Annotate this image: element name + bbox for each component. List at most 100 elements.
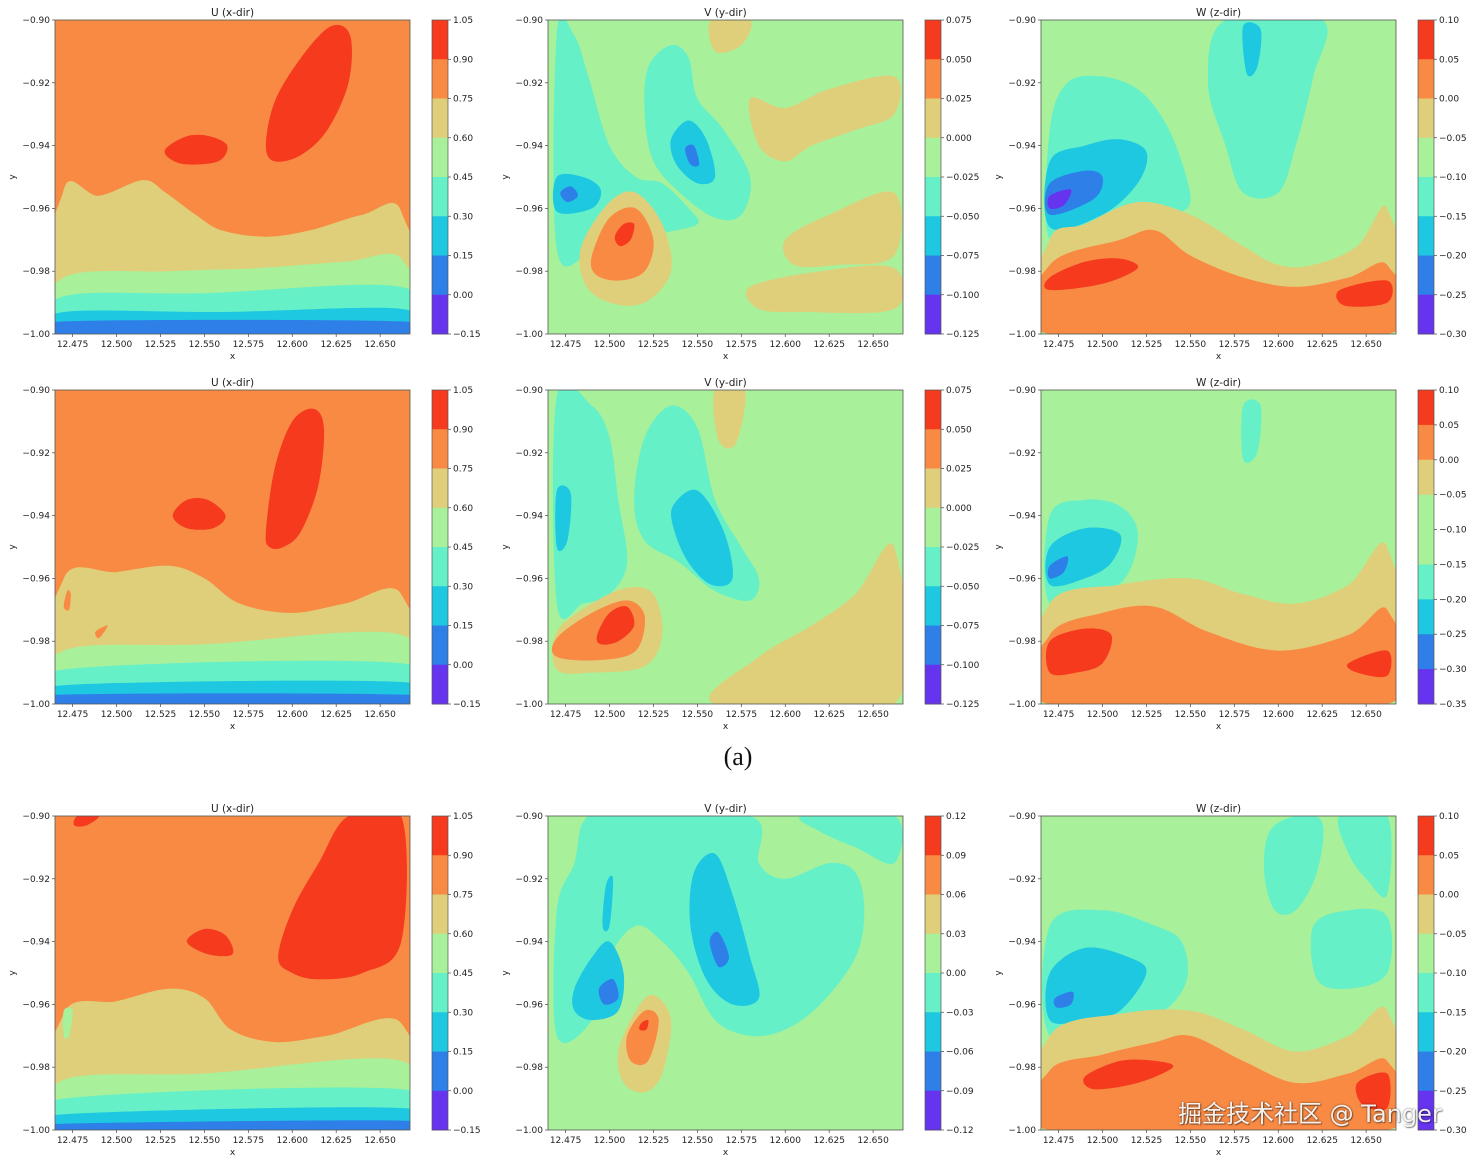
- y-tick-label: −0.94: [1008, 938, 1036, 948]
- colorbar-band: [925, 137, 941, 178]
- colorbar-band: [1418, 424, 1434, 461]
- y-tick-label: −1.00: [22, 1126, 50, 1136]
- y-tick-label: −0.96: [22, 204, 50, 214]
- contour-region: [172, 497, 226, 530]
- colorbar-tick-label: 0.050: [946, 425, 972, 435]
- colorbar-tick-label: −0.10: [1439, 526, 1467, 536]
- plot-frame: [54, 19, 411, 335]
- y-tick-label: −0.94: [1008, 142, 1036, 152]
- colorbar-tick-label: 0.00: [453, 661, 473, 671]
- contour-region: [748, 75, 901, 162]
- colorbar-band: [925, 1090, 941, 1131]
- colorbar-tick-label: −0.15: [1439, 1008, 1467, 1018]
- x-tick-label: 12.625: [320, 340, 352, 350]
- x-tick-label: 12.575: [233, 1136, 265, 1146]
- x-tick-label: 12.475: [57, 1136, 89, 1146]
- colorbar-tick-label: 0.10: [1439, 812, 1459, 822]
- colorbar-band: [432, 1012, 448, 1052]
- contour-region: [1041, 1035, 1396, 1130]
- contour-region: [278, 816, 407, 980]
- x-axis-label: x: [723, 722, 729, 732]
- colorbar-band: [1418, 599, 1434, 635]
- x-axis-label: x: [230, 722, 236, 732]
- x-tick-label: 12.575: [1219, 1136, 1251, 1146]
- contour-regions: [1041, 20, 1396, 334]
- contour-region: [1337, 816, 1392, 898]
- contour-region: [745, 265, 903, 314]
- colorbar-band: [432, 1090, 448, 1131]
- colorbar-band: [1418, 1090, 1434, 1131]
- panel-title: W (z-dir): [1196, 377, 1241, 389]
- x-tick-label: 12.600: [770, 340, 802, 350]
- x-tick-label: 12.525: [638, 1136, 670, 1146]
- x-axis-label: x: [230, 352, 236, 362]
- contour-region: [95, 625, 108, 639]
- colorbar-tick-label: −0.125: [946, 700, 979, 710]
- y-axis-label: y: [994, 544, 1004, 550]
- x-tick-label: 12.625: [813, 1136, 845, 1146]
- colorbar-band: [925, 177, 941, 217]
- x-tick-label: 12.525: [1131, 1136, 1163, 1146]
- y-tick-label: −0.98: [515, 1063, 543, 1073]
- y-tick-label: −0.98: [22, 1063, 50, 1073]
- contour-region: [1047, 556, 1069, 579]
- x-tick-label: 12.525: [638, 340, 670, 350]
- y-tick-label: −0.92: [1008, 875, 1036, 885]
- colorbar-band: [432, 625, 448, 666]
- colorbar-band: [432, 973, 448, 1013]
- x-tick-label: 12.600: [770, 1136, 802, 1146]
- x-tick-label: 12.525: [145, 340, 177, 350]
- colorbar-band: [1418, 564, 1434, 600]
- contour-region: [1355, 1072, 1391, 1111]
- x-tick-label: 12.500: [1087, 1136, 1119, 1146]
- colorbar-tick-label: 0.15: [453, 622, 473, 632]
- contour-region: [1045, 527, 1122, 587]
- y-tick-label: −1.00: [1008, 330, 1036, 340]
- plot-frame: [547, 815, 904, 1131]
- colorbar-tick-label: 0.90: [453, 425, 473, 435]
- panel-title: U (x-dir): [211, 7, 254, 19]
- x-tick-label: 12.475: [550, 1136, 582, 1146]
- contour-region: [265, 24, 352, 162]
- colorbar-tick-label: 0.90: [453, 55, 473, 65]
- y-axis-label: y: [994, 174, 1004, 180]
- colorbar-tick-label: 0.000: [946, 504, 972, 514]
- x-axis-label: x: [1216, 352, 1222, 362]
- colorbar-band: [432, 137, 448, 178]
- colorbar-tick-label: 0.75: [453, 891, 473, 901]
- colorbar-tick-label: 0.00: [453, 1087, 473, 1097]
- colorbar-band: [1418, 529, 1434, 565]
- y-tick-label: −0.92: [22, 875, 50, 885]
- colorbar-band: [432, 855, 448, 895]
- colorbar-band: [1418, 669, 1434, 705]
- y-tick-label: −0.94: [22, 938, 50, 948]
- contour-region: [1263, 816, 1324, 915]
- colorbar-band: [925, 216, 941, 256]
- colorbar-band: [925, 664, 941, 705]
- y-axis-label: y: [8, 174, 18, 180]
- colorbar-band: [925, 294, 941, 335]
- contour-regions: [55, 816, 410, 1130]
- colorbar-tick-label: −0.25: [1439, 1087, 1467, 1097]
- x-tick-label: 12.575: [1219, 710, 1251, 720]
- colorbar-band: [1418, 855, 1434, 895]
- colorbar-band: [432, 507, 448, 548]
- colorbar-band: [1418, 1051, 1434, 1092]
- colorbar-band: [1418, 933, 1434, 974]
- colorbar-tick-label: 0.75: [453, 95, 473, 105]
- colorbar-tick-label: 0.09: [946, 851, 966, 861]
- contour-regions: [552, 20, 903, 314]
- contour-panel-8: V (y-dir) 12.475 12.500 12.525 12.550 12.575 1…: [501, 803, 974, 1158]
- x-tick-label: 12.525: [1131, 710, 1163, 720]
- colorbar-tick-label: 1.05: [453, 812, 473, 822]
- plot-frame: [1040, 389, 1397, 705]
- contour-region: [614, 222, 635, 247]
- x-tick-label: 12.625: [1306, 340, 1338, 350]
- x-tick-label: 12.600: [770, 710, 802, 720]
- y-tick-label: −0.94: [515, 512, 543, 522]
- y-tick-label: −0.92: [1008, 449, 1036, 459]
- x-tick-label: 12.550: [1175, 340, 1207, 350]
- contour-region: [73, 816, 99, 827]
- y-tick-label: −0.98: [1008, 267, 1036, 277]
- x-tick-label: 12.550: [1175, 710, 1207, 720]
